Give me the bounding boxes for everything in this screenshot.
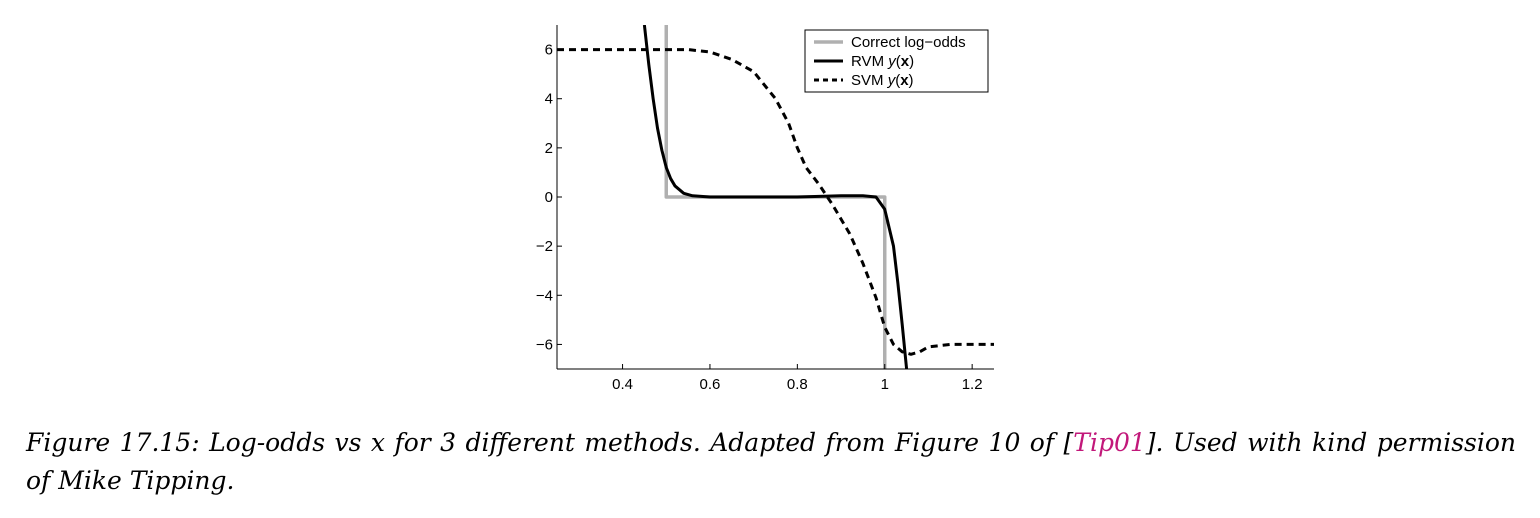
y-tick-label: −2 [536,238,553,255]
y-tick-label: 2 [545,140,553,157]
y-tick-label: −4 [536,287,553,304]
x-tick-label: 0.4 [612,376,633,393]
series-line-svm-y-x [557,48,994,356]
series-line-rvm-y-x [642,25,909,369]
x-tick-label: 0.6 [700,376,721,393]
legend-label-rvm-y-x: RVM y(x) [851,53,914,70]
caption-text-after: ]. Used with kind permission of Mike Tip… [26,428,1517,495]
plot-lines [557,25,994,369]
legend-label-correct-log-odds: Correct log−odds [851,34,966,51]
y-tick-label: 0 [545,189,553,206]
x-tick-label: 1.2 [962,376,983,393]
y-tick-label: −6 [536,336,553,353]
axes: −6 −4 −2 0 2 4 6 0.4 0.6 0.8 1 1.2 [536,25,994,393]
caption-text-before: Log-odds vs x for 3 different methods. A… [199,428,1074,457]
figure-caption: Figure 17.15: Log-odds vs x for 3 differ… [26,424,1516,500]
x-tick-label: 0.8 [787,376,808,393]
x-tick-label: 1 [881,376,889,393]
y-tick-label: 4 [545,91,553,108]
citation-link[interactable]: Tip01 [1073,428,1146,457]
y-tick-label: 6 [545,42,553,59]
legend: Correct log−odds RVM y(x) SVM y(x) [804,29,989,93]
legend-label-svm-y-x: SVM y(x) [851,72,914,89]
log-odds-chart: −6 −4 −2 0 2 4 6 0.4 0.6 0.8 1 1.2 Correct log−odds… [536,25,994,393]
caption-label: Figure 17.15: [26,428,200,457]
